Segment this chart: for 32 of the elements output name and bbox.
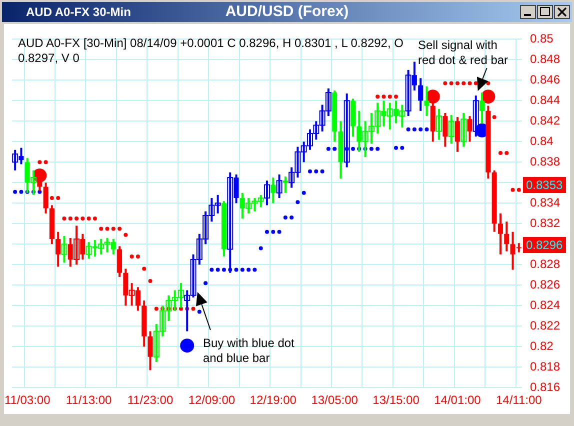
y-tick-label: 0.828 [530,256,560,271]
x-tick-label: 12/09:00 [188,393,236,408]
x-tick-label: 12/19:00 [250,393,297,408]
y-tick-label: 0.816 [530,380,560,394]
x-tick-label: 11/23:00 [127,393,174,408]
chart-subtitle: AUD A0-FX 30-Min [26,5,131,19]
y-tick-label: 0.85 [530,32,554,46]
annotation: AUD A0-FX [30-Min] 08/14/09 +0.0001 C 0.8296, H 0.8301 , L 0.8292, O 0.8297, V 0 [18,36,404,65]
y-tick-label: 0.844 [530,92,560,107]
y-tick-label: 0.838 [530,154,560,168]
x-tick-label: 11/13:00 [66,393,112,408]
x-tick-label: 13/15:00 [372,393,420,408]
text: 0.8353 [523,177,566,193]
y-tick-label: 0.822 [530,318,560,332]
x-tick-label: 13/05:00 [311,393,358,408]
chart-title: AUD/USD (Forex) [225,3,349,20]
y-tick-label: 0.834 [530,195,560,210]
text: 0.8296 [523,237,566,253]
y-tick-label: 0.824 [530,298,560,312]
y-tick-label: 0.818 [530,359,560,374]
x-tick-label: 14/11:00 [496,393,542,408]
x-tick-label: 11/03:00 [4,393,51,408]
x-tick-label: 14/01:00 [434,393,482,408]
y-tick-label: 0.832 [530,216,560,230]
annotation: Buy with blue dot and blue bar [203,336,296,366]
y-tick-label: 0.842 [530,113,560,128]
annotation: Sell signal with red dot & red bar [418,38,510,68]
y-tick-label: 0.846 [530,72,560,86]
y-tick-label: 0.84 [530,134,554,148]
y-tick-label: 0.82 [530,338,554,353]
y-tick-label: 0.848 [530,52,560,66]
y-tick-label: 0.826 [530,277,560,292]
